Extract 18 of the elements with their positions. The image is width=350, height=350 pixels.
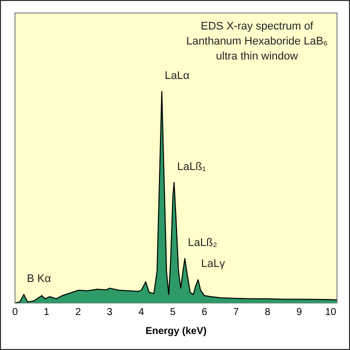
x-tick-label: 5 [170,306,176,318]
x-tick-label: 3 [106,306,113,318]
annotation: LaLγ [201,258,226,270]
x-tick-label: 9 [296,306,302,318]
annotation: B Kα [26,273,52,286]
x-tick-label: 7 [233,306,240,318]
annotation: LaLα [164,70,190,82]
x-tick-label: 10 [325,306,337,318]
annotation: LaLß₁ [177,160,206,173]
x-tick-label: 2 [75,306,82,318]
chart-title: EDS X-ray spectrum of Lanthanum Hexaboride LaB₆ ultra thin window [186,20,328,63]
x-tick-label: 8 [264,306,271,318]
annotation: LaLß₂ [188,237,218,250]
x-axis-title: Energy (keV) [145,326,207,337]
x-tick-label: 1 [44,306,50,318]
x-tick-label: 6 [202,306,208,318]
x-tick-label: 4 [138,306,144,318]
x-tick-label: 0 [12,306,18,318]
